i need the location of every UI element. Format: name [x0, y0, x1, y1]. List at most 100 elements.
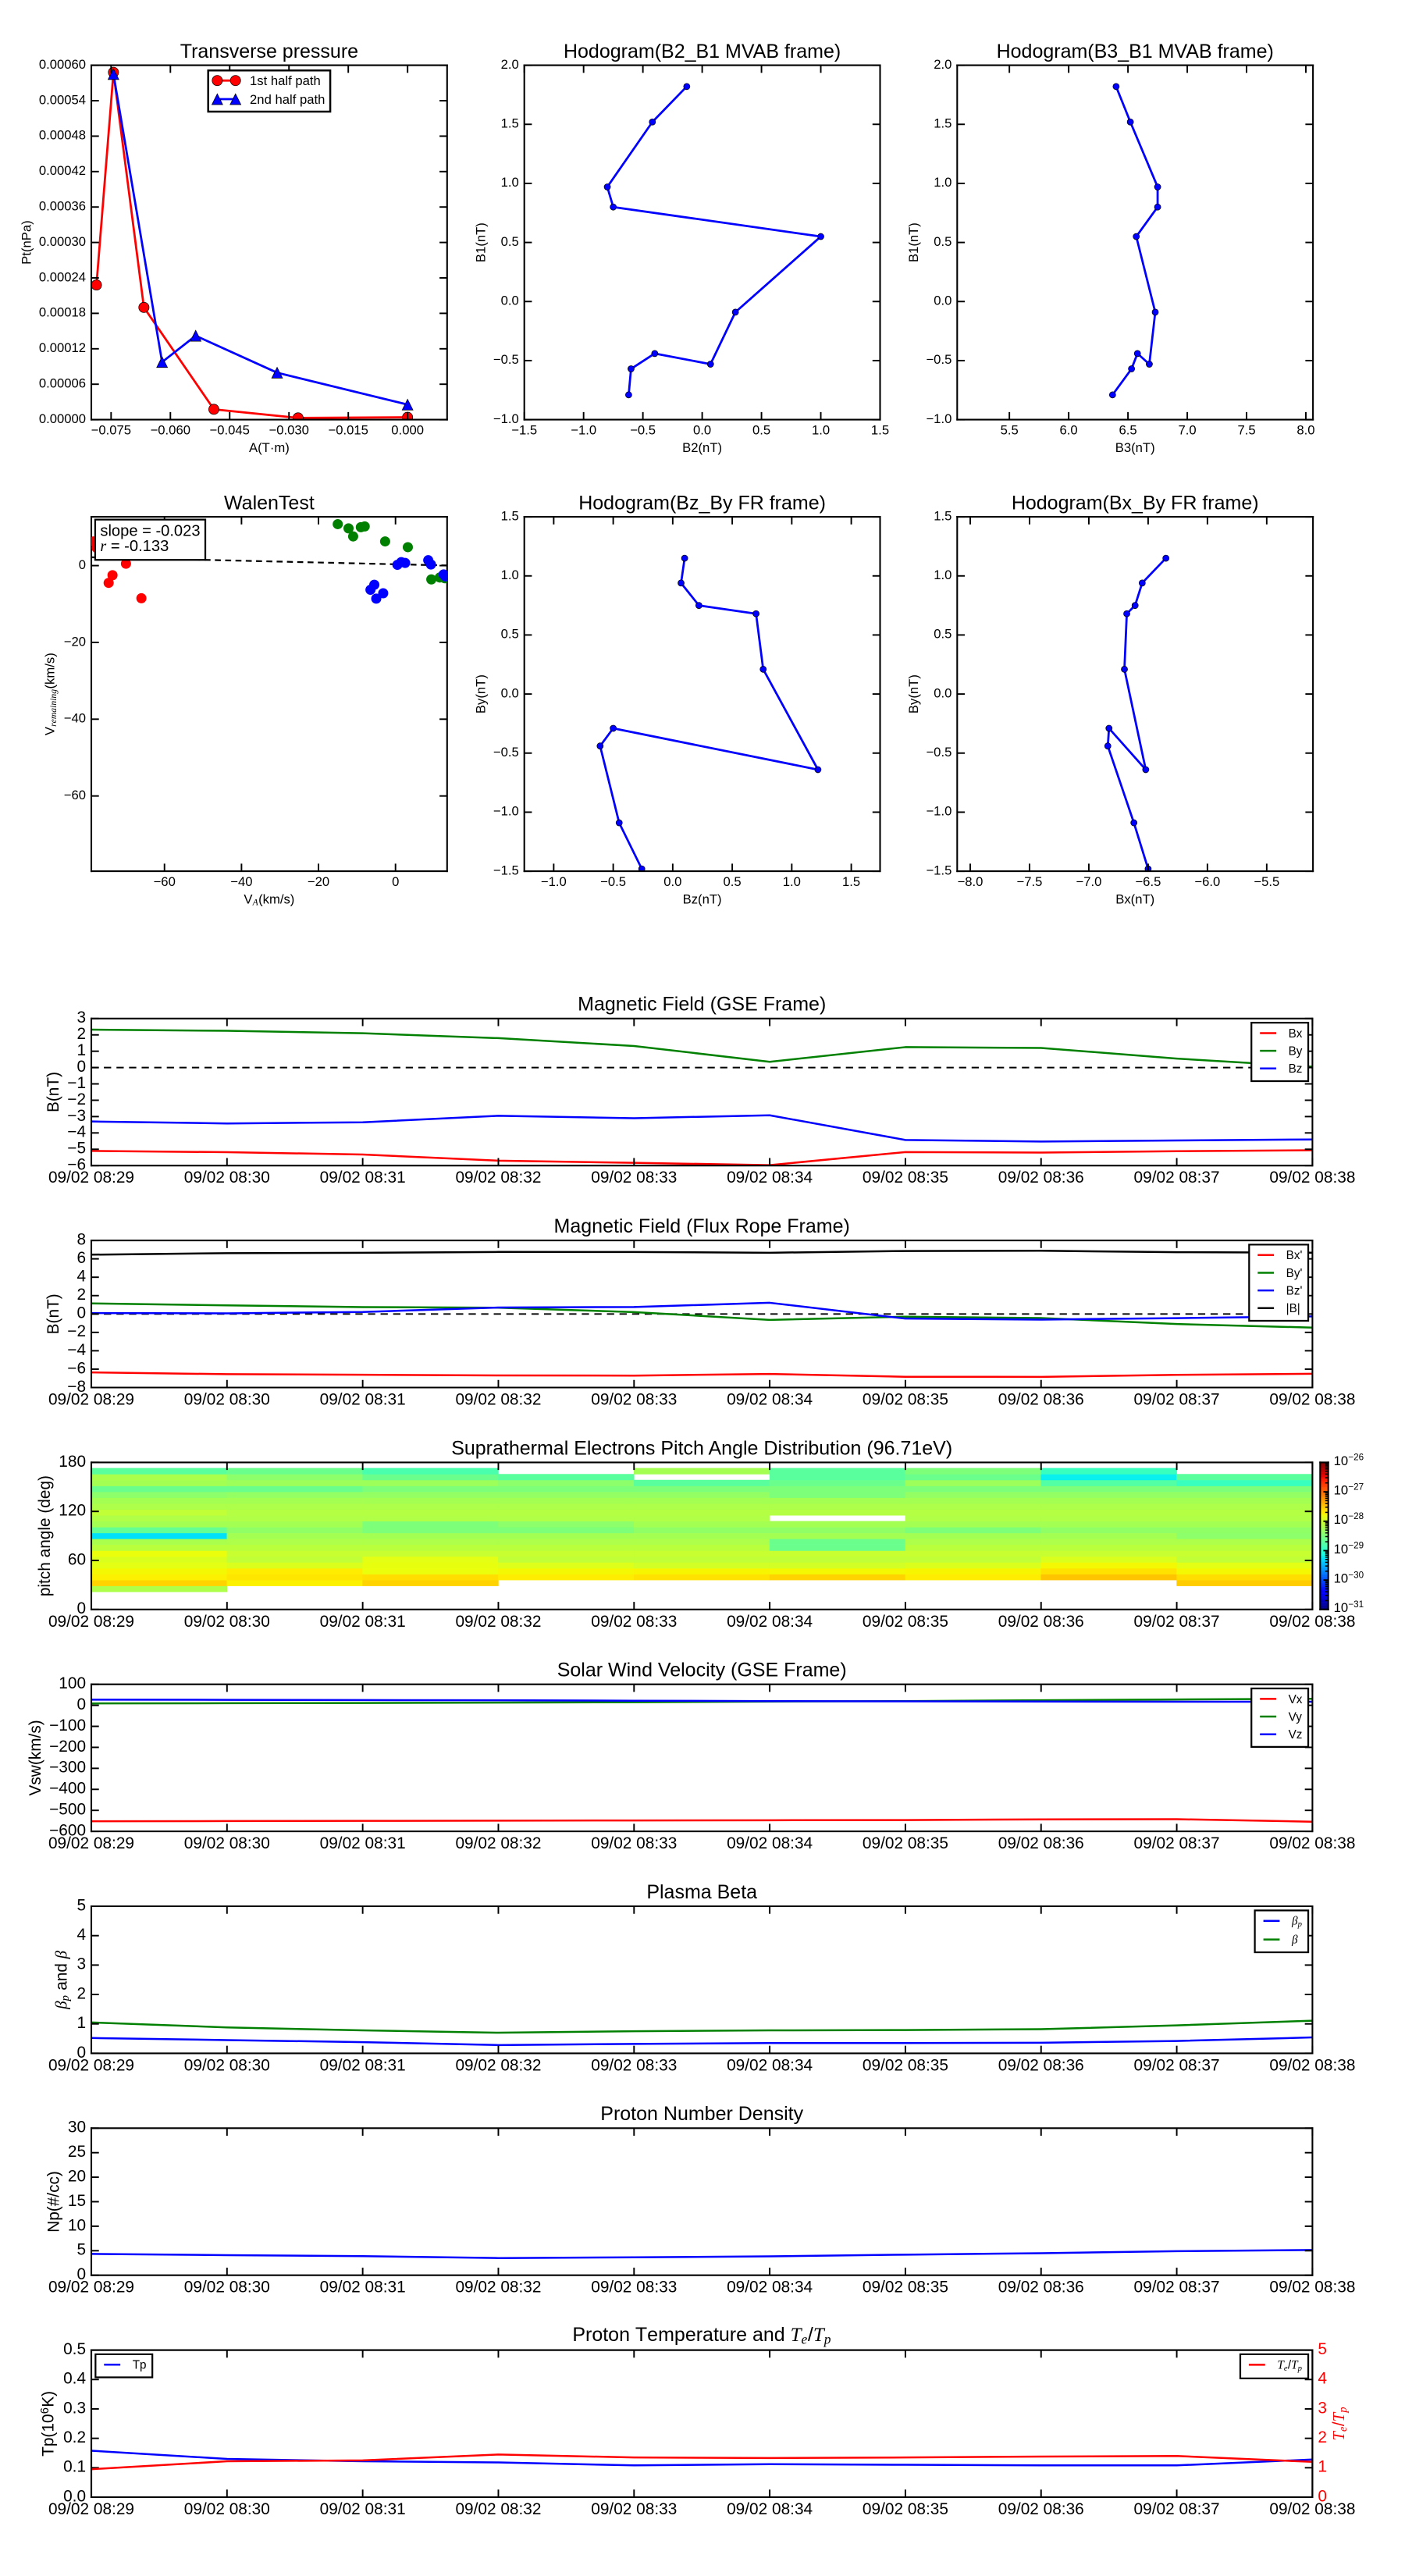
svg-text:7.5: 7.5 [1237, 423, 1255, 438]
svg-text:09/02 08:35: 09/02 08:35 [863, 2500, 948, 2518]
svg-text:09/02 08:37: 09/02 08:37 [1134, 2056, 1220, 2074]
svg-text:100: 100 [59, 1674, 86, 1692]
svg-text:1 0 −: 1 0 − 3 1 [1334, 1592, 1364, 1616]
svg-text:2: 2 [76, 1025, 86, 1043]
svg-text:8.0: 8.0 [1297, 423, 1314, 438]
svg-text:09/02 08:37: 09/02 08:37 [1134, 2500, 1220, 2518]
svg-text:Solar Wind Velocity (GSE Frame: Solar Wind Velocity (GSE Frame) [557, 1660, 847, 1681]
svg-text:−0.075: −0.075 [91, 423, 131, 438]
svg-text:0: 0 [76, 1695, 86, 1713]
svg-text:Hodogram(Bz_By FR frame): Hodogram(Bz_By FR frame) [578, 492, 826, 514]
svg-text:6.5: 6.5 [1119, 423, 1137, 438]
svg-text:09/02 08:29: 09/02 08:29 [48, 2500, 134, 2518]
svg-text:0.5: 0.5 [934, 627, 951, 642]
svg-text:Vy: Vy [1289, 1710, 1303, 1724]
svg-text:0.00036: 0.00036 [39, 199, 86, 214]
svg-text:−0.015: −0.015 [328, 423, 368, 438]
svg-text:−1: −1 [67, 1074, 86, 1092]
svg-text:A(T·m): A(T·m) [249, 440, 290, 455]
svg-text:−1.0: −1.0 [493, 411, 519, 426]
svg-text:0: 0 [76, 1599, 86, 1617]
svg-text:By': By' [1286, 1267, 1303, 1280]
svg-text:0.0: 0.0 [501, 294, 519, 308]
svg-text:By: By [1289, 1045, 1303, 1059]
svg-text:60: 60 [68, 1550, 86, 1568]
svg-text:r =: r = - 0 . 1 3 3 [100, 535, 169, 555]
svg-text:T T e p: T T e p / [1329, 2402, 1350, 2440]
svg-text:1.5: 1.5 [501, 116, 519, 131]
svg-text:−0.5: −0.5 [630, 423, 656, 438]
svg-text:09/02 08:37: 09/02 08:37 [1134, 1834, 1220, 1852]
svg-text:09/02 08:35: 09/02 08:35 [863, 2279, 948, 2297]
svg-text:By(nT): By(nT) [473, 674, 488, 713]
svg-text:V ( k m: V ( k m / s ) r e m a i n i n g [39, 648, 60, 735]
svg-text:09/02 08:30: 09/02 08:30 [184, 1834, 270, 1852]
svg-text:Bx: Bx [1289, 1027, 1303, 1041]
svg-text:09/02 08:34: 09/02 08:34 [727, 1834, 813, 1852]
svg-text:0: 0 [76, 2044, 86, 2062]
svg-text:Vz: Vz [1289, 1728, 1303, 1742]
svg-text:09/02 08:30: 09/02 08:30 [184, 2056, 270, 2074]
svg-text:−6.5: −6.5 [1135, 874, 1161, 889]
svg-text:5: 5 [1318, 2340, 1327, 2358]
svg-text:09/02 08:32: 09/02 08:32 [455, 2279, 541, 2297]
svg-text:Suprathermal Electrons Pitch A: Suprathermal Electrons Pitch Angle Distr… [451, 1437, 952, 1459]
svg-text:Bz: Bz [1289, 1062, 1303, 1076]
svg-text:1 0 −: 1 0 − 2 9 [1334, 1533, 1364, 1557]
svg-text:09/02 08:31: 09/02 08:31 [320, 1169, 406, 1187]
svg-text:slope = -0.023: slope = -0.023 [100, 523, 200, 540]
svg-text:15: 15 [68, 2192, 86, 2210]
svg-text:0: 0 [392, 874, 399, 889]
svg-text:09/02 08:36: 09/02 08:36 [998, 1613, 1084, 1631]
svg-text:09/02 08:36: 09/02 08:36 [998, 2056, 1084, 2074]
svg-text:1 0 −: 1 0 − 2 8 [1334, 1503, 1364, 1528]
svg-text:−0.5: −0.5 [600, 874, 626, 889]
svg-text:0.3: 0.3 [63, 2399, 86, 2417]
svg-text:−40: −40 [64, 711, 86, 726]
svg-text:−5: −5 [67, 1140, 86, 1158]
svg-text:3: 3 [1318, 2399, 1327, 2417]
svg-text:09/02 08:34: 09/02 08:34 [727, 1169, 813, 1187]
svg-text:09/02 08:30: 09/02 08:30 [184, 1613, 270, 1631]
svg-text:0: 0 [76, 1304, 86, 1322]
svg-text:0.2: 0.2 [63, 2428, 86, 2446]
svg-text:−0.5: −0.5 [926, 745, 951, 760]
svg-text:−200: −200 [49, 1738, 86, 1756]
svg-text:−40: −40 [230, 874, 252, 889]
svg-text:4: 4 [76, 1926, 86, 1944]
svg-text:180: 180 [59, 1453, 86, 1471]
svg-text:Bz': Bz' [1286, 1284, 1303, 1297]
svg-text:1.0: 1.0 [812, 423, 830, 438]
svg-text:09/02 08:29: 09/02 08:29 [48, 2056, 134, 2074]
svg-text:−600: −600 [49, 1821, 86, 1839]
svg-text:−1.0: −1.0 [571, 423, 596, 438]
svg-text:−1.0: −1.0 [926, 804, 951, 819]
svg-text:−5.5: −5.5 [1254, 874, 1279, 889]
svg-text:09/02 08:32: 09/02 08:32 [455, 1613, 541, 1631]
svg-text:1.5: 1.5 [871, 423, 889, 438]
svg-text:5: 5 [76, 1896, 86, 1914]
svg-text:0.00048: 0.00048 [39, 128, 86, 143]
svg-text:Vx: Vx [1289, 1693, 1303, 1706]
svg-text:2.0: 2.0 [934, 57, 951, 72]
svg-text:09/02 08:33: 09/02 08:33 [591, 2500, 677, 2518]
svg-text:09/02 08:34: 09/02 08:34 [727, 2056, 813, 2074]
svg-text:1 0 −: 1 0 − 2 6 [1334, 1445, 1364, 1469]
svg-text:−6.0: −6.0 [1194, 874, 1220, 889]
svg-text:1.0: 1.0 [934, 175, 951, 190]
svg-text:0.0: 0.0 [501, 685, 519, 700]
svg-text:B3(nT): B3(nT) [1115, 440, 1155, 455]
svg-text:10: 10 [68, 2216, 86, 2234]
svg-text:−4: −4 [67, 1341, 86, 1359]
svg-text:P r o t: P r o t o n T e m p e r a t u r e a n d … [572, 2324, 831, 2347]
svg-text:09/02 08:37: 09/02 08:37 [1134, 1613, 1220, 1631]
svg-text:Bz(nT): Bz(nT) [683, 892, 722, 907]
svg-text:09/02 08:30: 09/02 08:30 [184, 1391, 270, 1409]
svg-text:0.00060: 0.00060 [39, 57, 86, 72]
svg-text:−0.045: −0.045 [210, 423, 250, 438]
svg-text:09/02 08:31: 09/02 08:31 [320, 1834, 406, 1852]
svg-text:B(nT): B(nT) [44, 1293, 62, 1334]
svg-text:β β p: β β p a n d [51, 1946, 73, 2010]
svg-text:1.5: 1.5 [501, 508, 519, 523]
svg-text:2: 2 [76, 1286, 86, 1304]
